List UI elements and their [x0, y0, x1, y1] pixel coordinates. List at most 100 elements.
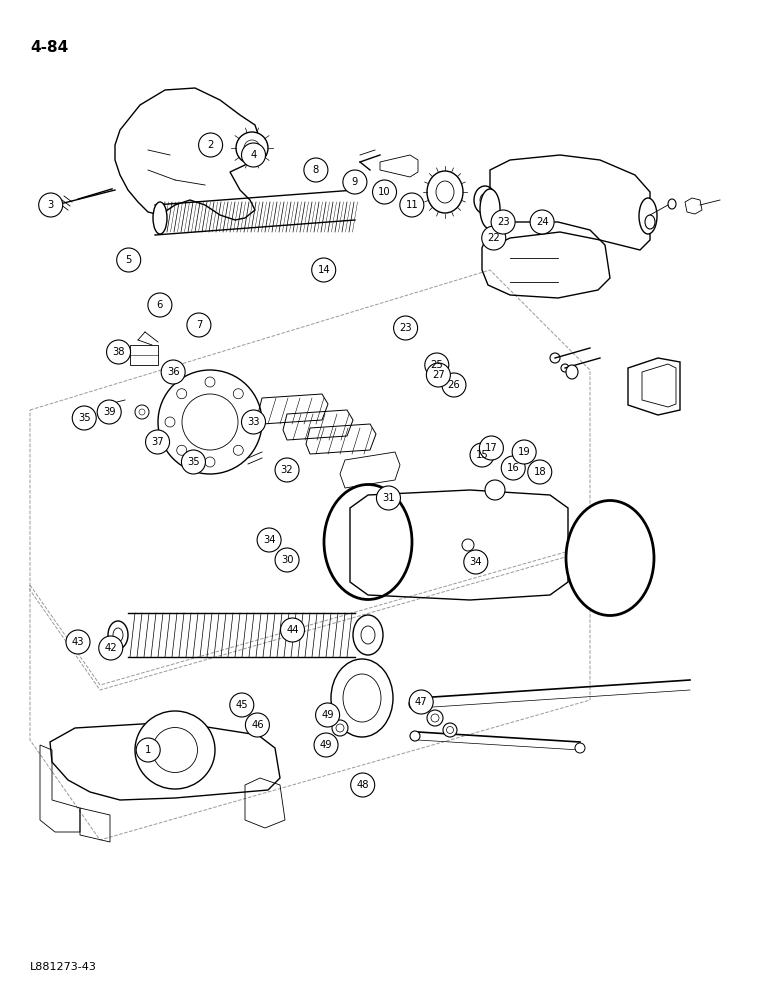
Text: 23: 23 — [399, 323, 412, 333]
Circle shape — [39, 193, 62, 217]
Circle shape — [561, 364, 569, 372]
Circle shape — [242, 143, 265, 167]
Circle shape — [199, 133, 222, 157]
Text: 43: 43 — [72, 637, 84, 647]
Bar — [130, 345, 158, 365]
Text: 27: 27 — [432, 370, 445, 380]
Circle shape — [480, 436, 503, 460]
Circle shape — [117, 248, 140, 272]
Text: 11: 11 — [406, 200, 418, 210]
Ellipse shape — [113, 628, 123, 642]
Circle shape — [245, 417, 255, 427]
Circle shape — [161, 360, 185, 384]
Text: 24: 24 — [536, 217, 548, 227]
Circle shape — [409, 698, 421, 710]
Text: 35: 35 — [187, 457, 200, 467]
Circle shape — [512, 440, 536, 464]
Circle shape — [530, 210, 554, 234]
Ellipse shape — [436, 181, 454, 203]
Text: 44: 44 — [286, 625, 299, 635]
Circle shape — [230, 693, 254, 717]
Ellipse shape — [353, 615, 383, 655]
Circle shape — [304, 158, 328, 182]
Text: 8: 8 — [313, 165, 319, 175]
Text: 39: 39 — [103, 407, 115, 417]
Circle shape — [336, 724, 344, 732]
Ellipse shape — [343, 674, 381, 722]
Ellipse shape — [480, 189, 500, 229]
Circle shape — [351, 773, 374, 797]
Text: L881273-43: L881273-43 — [30, 962, 97, 972]
Ellipse shape — [668, 199, 676, 209]
Text: 34: 34 — [263, 535, 275, 545]
Circle shape — [314, 733, 338, 757]
Circle shape — [182, 394, 238, 450]
Circle shape — [99, 636, 122, 660]
Circle shape — [502, 456, 525, 480]
Circle shape — [410, 731, 420, 741]
Circle shape — [491, 210, 515, 234]
Circle shape — [139, 409, 145, 415]
Ellipse shape — [566, 500, 654, 615]
Circle shape — [205, 377, 215, 387]
Circle shape — [158, 370, 262, 474]
Ellipse shape — [480, 194, 490, 207]
Circle shape — [462, 539, 474, 551]
Ellipse shape — [108, 621, 128, 649]
Text: 25: 25 — [431, 360, 443, 370]
Text: 22: 22 — [488, 233, 500, 243]
Text: 7: 7 — [196, 320, 202, 330]
Text: 4-84: 4-84 — [30, 40, 69, 55]
Circle shape — [550, 353, 560, 363]
Circle shape — [400, 193, 424, 217]
Ellipse shape — [639, 198, 657, 234]
Circle shape — [233, 445, 243, 455]
Circle shape — [205, 457, 215, 467]
Text: 47: 47 — [415, 697, 427, 707]
Circle shape — [575, 743, 585, 753]
Circle shape — [446, 726, 453, 734]
Circle shape — [373, 180, 396, 204]
Text: 4: 4 — [250, 150, 257, 160]
Circle shape — [98, 400, 121, 424]
Text: 15: 15 — [476, 450, 488, 460]
Text: 23: 23 — [497, 217, 509, 227]
Text: 3: 3 — [48, 200, 54, 210]
Text: 26: 26 — [448, 380, 460, 390]
Text: 34: 34 — [470, 557, 482, 567]
Text: 49: 49 — [320, 740, 332, 750]
Text: 10: 10 — [378, 187, 391, 197]
Ellipse shape — [645, 215, 655, 229]
Circle shape — [136, 738, 160, 762]
Text: 5: 5 — [126, 255, 132, 265]
Circle shape — [332, 720, 348, 736]
Circle shape — [343, 170, 367, 194]
Text: 16: 16 — [507, 463, 519, 473]
Circle shape — [528, 460, 551, 484]
Text: 18: 18 — [534, 467, 546, 477]
Ellipse shape — [427, 171, 463, 213]
Circle shape — [275, 548, 299, 572]
Text: 46: 46 — [251, 720, 264, 730]
Circle shape — [135, 405, 149, 419]
Text: 30: 30 — [281, 555, 293, 565]
Circle shape — [165, 417, 175, 427]
Text: 36: 36 — [167, 367, 179, 377]
Text: 14: 14 — [317, 265, 330, 275]
Circle shape — [425, 353, 448, 377]
Circle shape — [316, 703, 339, 727]
Circle shape — [182, 450, 205, 474]
Text: 32: 32 — [281, 465, 293, 475]
Ellipse shape — [566, 365, 578, 379]
Ellipse shape — [153, 202, 167, 234]
Circle shape — [107, 340, 130, 364]
Ellipse shape — [474, 186, 496, 214]
Circle shape — [482, 226, 505, 250]
Circle shape — [246, 713, 269, 737]
Text: 35: 35 — [78, 413, 90, 423]
Ellipse shape — [331, 659, 393, 737]
Circle shape — [464, 550, 488, 574]
Circle shape — [443, 723, 457, 737]
Text: 17: 17 — [485, 443, 498, 453]
Text: 37: 37 — [151, 437, 164, 447]
